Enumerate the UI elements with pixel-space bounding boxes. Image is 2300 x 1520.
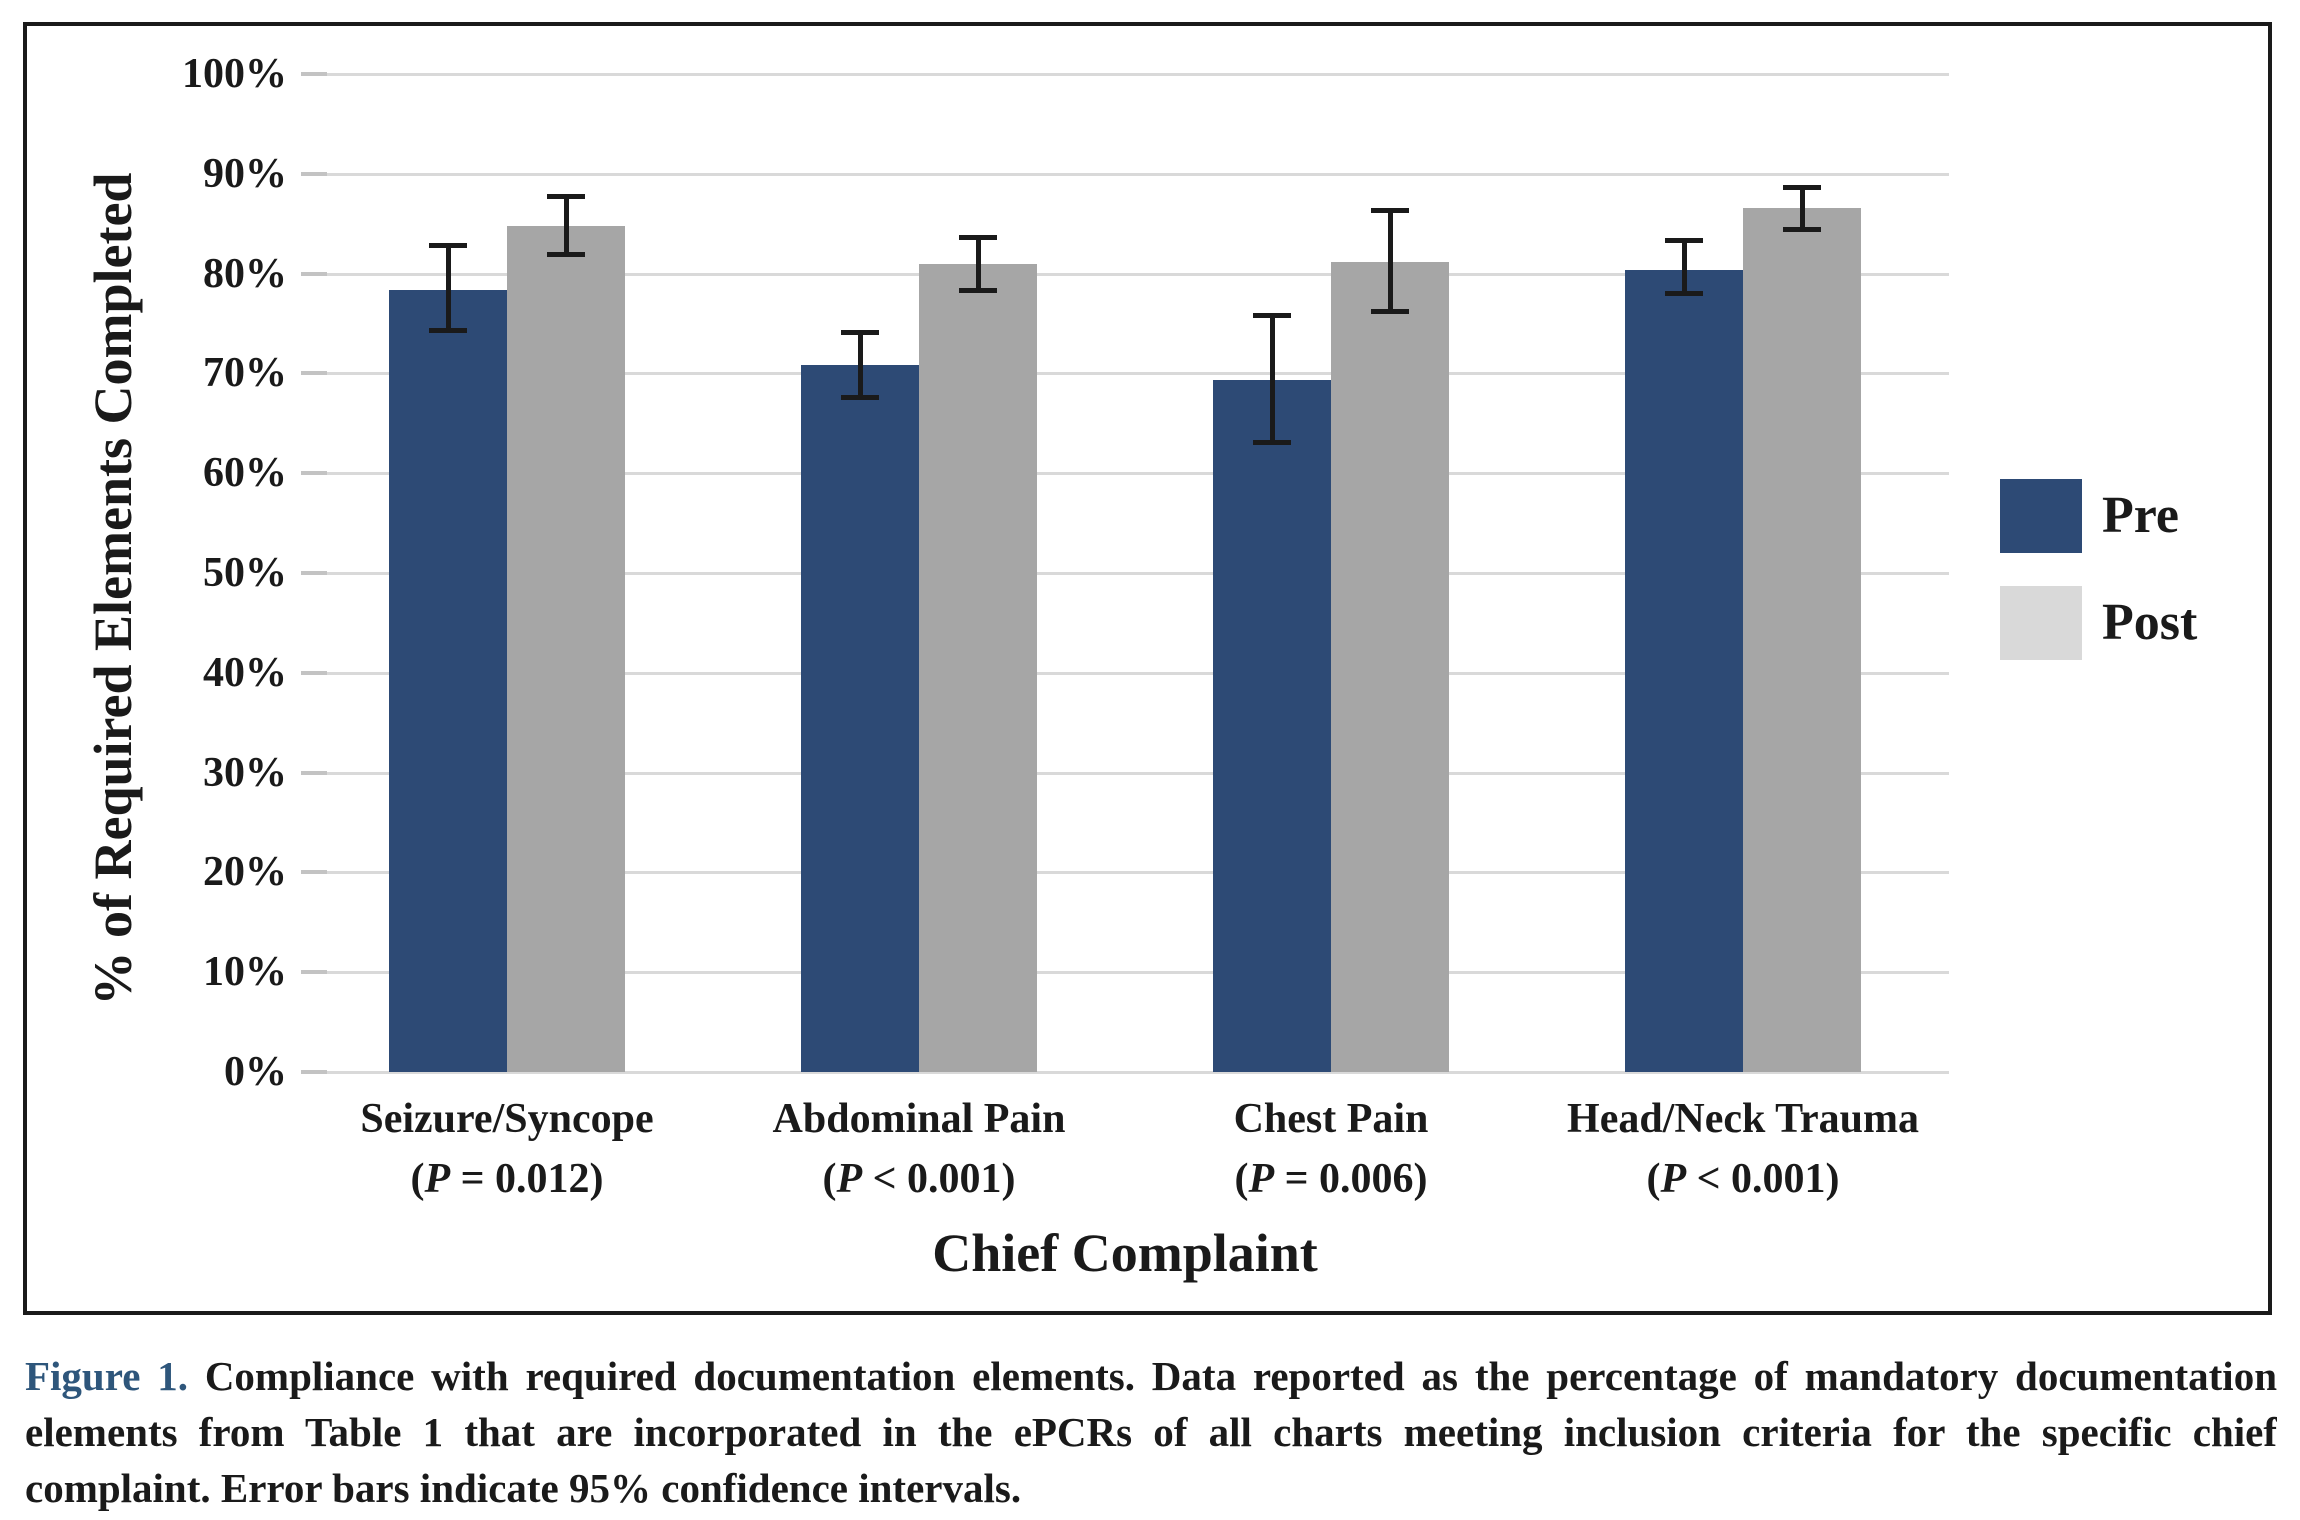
gridline-70pct — [301, 372, 1949, 376]
y-tick-label-90pct: 90% — [203, 150, 287, 197]
error-bar-cap-top — [841, 330, 879, 336]
y-tick-mark-80pct — [301, 271, 327, 276]
y-tick-mark-30pct — [301, 770, 327, 775]
gridline-90pct — [301, 172, 1949, 176]
gridline-20pct — [301, 871, 1949, 875]
y-tick-label-50pct: 50% — [203, 550, 287, 596]
pre-bar-abdominal-pain — [801, 365, 919, 1072]
error-bar-cap-bottom — [429, 328, 467, 334]
y-tick-label-100pct: 100% — [182, 51, 287, 97]
post-bar-seizure-syncope — [507, 225, 625, 1072]
y-tick-label-20pct: 20% — [203, 849, 287, 896]
y-tick-mark-50pct — [301, 571, 327, 575]
legend-label-pre: Pre — [2102, 487, 2179, 544]
y-tick-mark-90pct — [301, 171, 327, 176]
y-tick-mark-60pct — [301, 471, 327, 476]
error-bar-pre-chest-pain — [1269, 314, 1275, 444]
gridline-60pct — [301, 472, 1949, 476]
y-tick-label-70pct: 70% — [203, 350, 287, 397]
y-tick-mark-10pct — [301, 970, 327, 975]
category-p-value: (P < 0.001) — [822, 1156, 1016, 1202]
y-tick-label-60pct: 60% — [203, 450, 287, 497]
error-bar-cap-top — [429, 242, 467, 248]
error-bar-cap-bottom — [959, 287, 997, 293]
error-bar-cap-bottom — [841, 395, 879, 401]
category-label-abdominal-pain: Abdominal Pain (P < 0.001) — [713, 1089, 1125, 1209]
gridline-100pct — [301, 73, 1949, 76]
error-bar-cap-top — [1253, 312, 1291, 318]
caption-line-3: complaint. Error bars indicate 95% confi… — [25, 1465, 1022, 1511]
error-bar-pre-head-neck-trauma — [1681, 239, 1687, 294]
error-bar-cap-bottom — [547, 251, 585, 257]
category-name: Chest Pain — [1233, 1096, 1429, 1142]
y-tick-label-10pct: 10% — [203, 949, 287, 996]
category-label-head-neck-trauma: Head/Neck Trauma (P < 0.001) — [1537, 1089, 1949, 1209]
error-bar-cap-top — [959, 234, 997, 240]
error-bar-cap-top — [1665, 237, 1703, 243]
y-tick-mark-100pct — [301, 72, 327, 76]
category-name: Abdominal Pain — [772, 1096, 1066, 1142]
post-bar-abdominal-pain — [919, 263, 1037, 1072]
figure-number-label: Figure 1. — [25, 1353, 188, 1399]
post-bar-chest-pain — [1331, 261, 1449, 1072]
y-tick-label-80pct: 80% — [203, 250, 287, 297]
error-bar-cap-bottom — [1253, 440, 1291, 446]
y-tick-mark-70pct — [301, 371, 327, 376]
post-bar-head-neck-trauma — [1743, 207, 1861, 1072]
category-p-value: (P < 0.001) — [1646, 1156, 1840, 1202]
legend-swatch-pre — [2000, 479, 2082, 553]
gridline-10pct — [301, 971, 1949, 975]
gridline-30pct — [301, 771, 1949, 775]
y-tick-label-0pct: 0% — [224, 1049, 287, 1095]
legend-label-post: Post — [2102, 594, 2198, 651]
gridline-0pct — [301, 1071, 1949, 1074]
error-bar-cap-bottom — [1665, 290, 1703, 296]
pre-bar-seizure-syncope — [389, 289, 507, 1072]
y-tick-label-30pct: 30% — [203, 749, 287, 796]
legend-swatch-post — [2000, 586, 2082, 660]
error-bar-cap-top — [1783, 184, 1821, 190]
y-tick-label-40pct: 40% — [203, 649, 287, 696]
error-bar-post-abdominal-pain — [975, 236, 981, 291]
pre-bar-head-neck-trauma — [1625, 269, 1743, 1072]
gridline-80pct — [301, 272, 1949, 276]
error-bar-cap-top — [547, 193, 585, 199]
error-bar-cap-bottom — [1783, 226, 1821, 232]
y-tick-mark-0pct — [301, 1070, 327, 1074]
category-name: Head/Neck Trauma — [1567, 1096, 1919, 1142]
category-label-chest-pain: Chest Pain (P = 0.006) — [1125, 1089, 1537, 1209]
error-bar-post-seizure-syncope — [563, 195, 569, 255]
error-bar-cap-bottom — [1371, 308, 1409, 314]
category-p-value: (P = 0.012) — [410, 1156, 604, 1202]
y-tick-mark-20pct — [301, 870, 327, 875]
gridline-50pct — [301, 572, 1949, 575]
chart-frame: % of Required Elements Completed 100% 90%… — [23, 22, 2272, 1315]
error-bar-cap-top — [1371, 207, 1409, 213]
caption-line-2: elements from Table 1 that are incorpora… — [25, 1409, 2277, 1455]
caption-line-1: Figure 1. Compliance with required docum… — [25, 1353, 2277, 1399]
error-bar-pre-abdominal-pain — [857, 332, 863, 399]
x-axis-title: Chief Complaint — [932, 1223, 1318, 1283]
category-label-seizure-syncope: Seizure/Syncope (P = 0.012) — [301, 1089, 713, 1209]
error-bar-post-chest-pain — [1387, 209, 1393, 312]
error-bar-post-head-neck-trauma — [1799, 186, 1805, 230]
figure-caption: Figure 1. Compliance with required docum… — [25, 1348, 2277, 1516]
y-tick-mark-40pct — [301, 670, 327, 675]
category-name: Seizure/Syncope — [360, 1096, 654, 1142]
pre-bar-chest-pain — [1213, 380, 1331, 1072]
category-p-value: (P = 0.006) — [1234, 1156, 1428, 1202]
gridline-40pct — [301, 671, 1949, 675]
error-bar-pre-seizure-syncope — [445, 244, 451, 332]
